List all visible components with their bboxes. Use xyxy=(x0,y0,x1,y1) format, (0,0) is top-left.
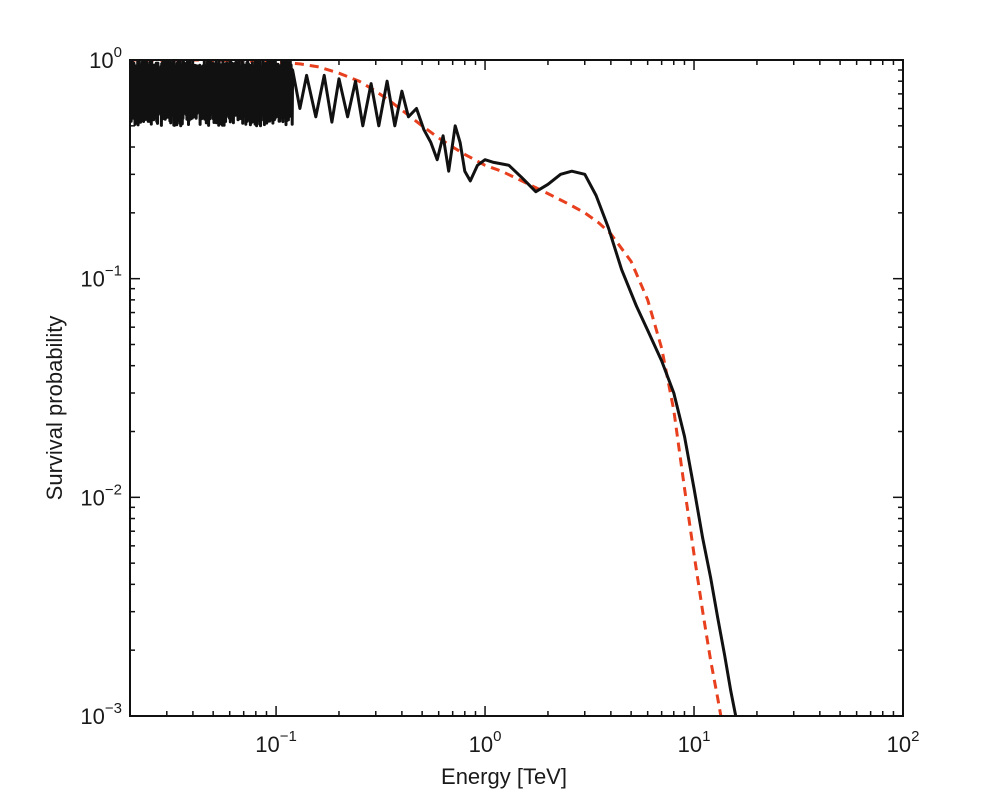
x-tick-label: 10−1 xyxy=(255,728,297,757)
x-tick-label: 100 xyxy=(469,728,502,757)
series-solid-line xyxy=(130,60,738,716)
tick-labels: 10−1 100 101 102 100 10−1 10−2 10−3 xyxy=(80,44,919,757)
y-tick-label: 100 xyxy=(89,44,122,73)
series-dashed-line xyxy=(130,60,723,716)
plot-area xyxy=(130,60,738,716)
y-axis-label: Survival probability xyxy=(42,316,67,501)
x-tick-label: 101 xyxy=(678,728,711,757)
x-axis-label: Energy [TeV] xyxy=(441,764,567,789)
y-tick-label: 10−3 xyxy=(80,700,122,729)
x-tick-label: 102 xyxy=(887,728,920,757)
plot-frame xyxy=(129,59,904,717)
y-tick-label: 10−2 xyxy=(80,481,122,510)
y-tick-label: 10−1 xyxy=(80,263,122,292)
